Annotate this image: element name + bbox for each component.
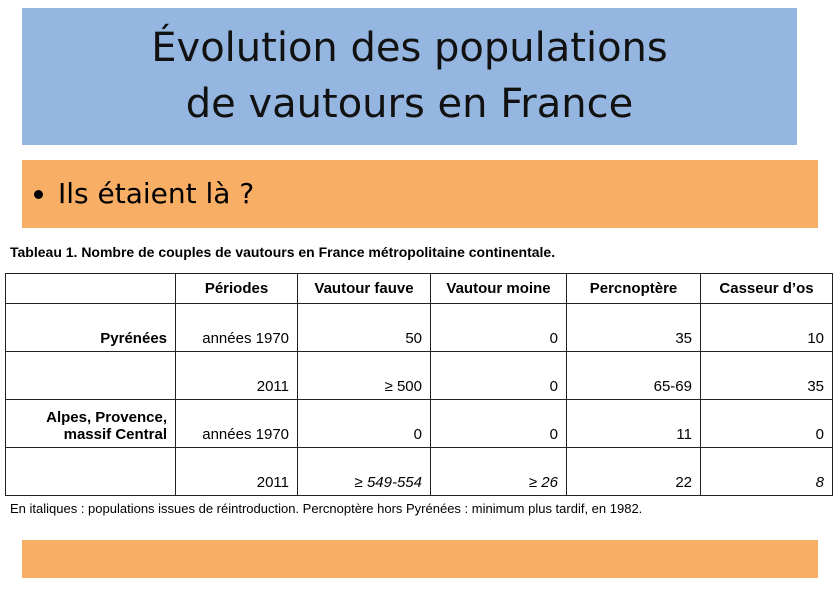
cell: 8 [700,447,833,496]
footnote: En italiques : populations issues de réi… [10,501,643,516]
bottom-bar [22,540,818,578]
bullet-box: Ils étaient là ? [22,160,818,228]
period: 2011 [175,351,298,400]
header-cell [5,273,176,304]
period: 2011 [175,447,298,496]
cell: 10 [700,303,833,352]
row: 2011 ≥ 500 0 65-69 35 [5,351,833,400]
period: années 1970 [175,303,298,352]
period: années 1970 [175,399,298,448]
table-caption: Tableau 1. Nombre de couples de vautours… [10,244,556,260]
title-line: de vautours en France [185,81,634,127]
cell: 0 [297,399,431,448]
cell: 0 [430,303,567,352]
region [5,447,176,496]
cell: ≥ 549-554 [297,447,431,496]
cell: 50 [297,303,431,352]
row: Pyrénées années 1970 50 0 35 10 [5,303,833,352]
row: 2011 ≥ 549-554 ≥ 26 22 8 [5,447,833,496]
cell: 11 [566,399,701,448]
cell: 65-69 [566,351,701,400]
region: Alpes, Provence, massif Central [5,399,176,448]
cell: ≥ 500 [297,351,431,400]
table: Périodes Vautour fauve Vautour moine Per… [5,273,833,496]
header-cell: Percnoptère [566,273,701,304]
title-line: Évolution des populations [151,25,668,71]
header-cell: Vautour moine [430,273,567,304]
cell: 0 [700,399,833,448]
header-cell: Périodes [175,273,298,304]
cell: 22 [566,447,701,496]
title-box: Évolution des populations de vautours en… [22,8,797,145]
cell: 0 [430,399,567,448]
header-cell: Vautour fauve [297,273,431,304]
header-cell: Casseur d’os [700,273,833,304]
region: Pyrénées [5,303,176,352]
region [5,351,176,400]
cell: 0 [430,351,567,400]
bullet: Ils étaient là ? [58,160,818,228]
header-row: Périodes Vautour fauve Vautour moine Per… [5,273,833,304]
cell: 35 [566,303,701,352]
row: Alpes, Provence, massif Central années 1… [5,399,833,448]
cell: 35 [700,351,833,400]
cell: ≥ 26 [430,447,567,496]
